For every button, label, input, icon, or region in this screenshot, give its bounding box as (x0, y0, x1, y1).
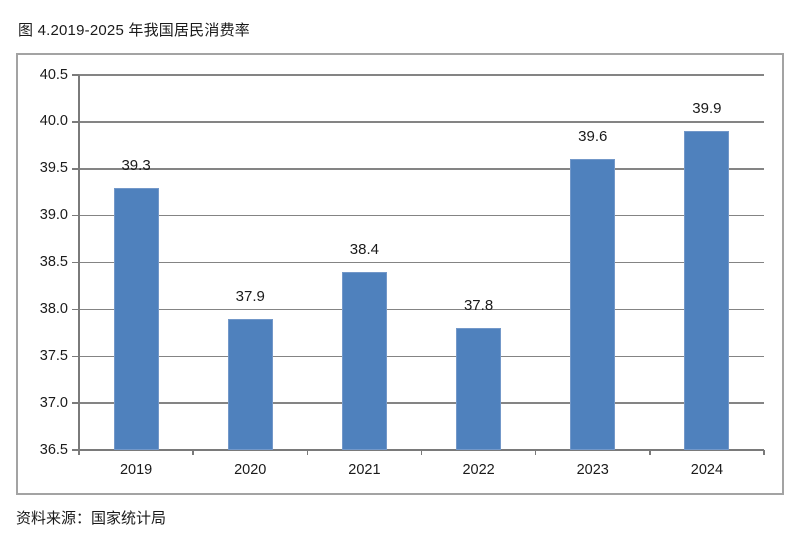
bar-2023 (570, 159, 616, 450)
y-axis-label: 40.5 (39, 66, 68, 83)
y-axis-label: 38.5 (39, 254, 68, 270)
y-axis-tick (72, 261, 79, 264)
bar-2024 (684, 131, 730, 450)
x-axis-tick (78, 450, 80, 455)
gridline (79, 308, 764, 311)
gridline (79, 74, 764, 76)
bar-2020 (227, 318, 273, 450)
y-axis-label: 39.0 (39, 207, 68, 224)
y-axis-label: 37.5 (39, 347, 68, 364)
gridline (79, 261, 764, 264)
y-axis-line (78, 75, 80, 450)
y-axis-label: 38.0 (39, 300, 68, 317)
bar-value-label: 39.9 (692, 100, 722, 118)
x-axis-label: 2019 (119, 462, 153, 478)
x-axis-label: 2023 (576, 462, 609, 478)
bar-2022 (456, 328, 502, 450)
y-axis-tick (72, 74, 79, 76)
bar-2019 (113, 187, 159, 450)
y-axis-label: 37.0 (39, 394, 68, 411)
y-axis-label: 36.5 (39, 441, 68, 458)
x-axis-tick (420, 450, 423, 455)
chart-title: 图 4.2019-2025 年我国居民消费率 (18, 22, 250, 39)
gridline (79, 121, 764, 123)
y-axis-tick (72, 168, 79, 170)
y-axis-label: 40.0 (39, 113, 68, 130)
bar-value-label: 37.8 (463, 297, 494, 315)
x-axis-tick (192, 450, 194, 455)
bar-2021 (341, 271, 387, 450)
chart-frame: 36.5 37.0 37.5 38.0 38.5 39.0 39.5 40.0 40.5 39.3… (16, 53, 784, 495)
x-axis-label: 2022 (462, 462, 495, 478)
y-axis-tick (72, 308, 79, 311)
gridline (79, 402, 764, 404)
source-note: 资料来源：国家统计局 (16, 510, 167, 527)
bar-value-label: 38.4 (349, 240, 379, 258)
y-axis-tick (72, 355, 79, 357)
bar-value-label: 37.9 (235, 287, 265, 305)
gridline (79, 168, 764, 170)
y-axis-tick (72, 121, 79, 123)
x-axis-label: 2021 (348, 462, 381, 478)
x-axis-tick (763, 450, 765, 455)
x-axis-label: 2020 (234, 462, 267, 478)
plot-area: 36.5 37.0 37.5 38.0 38.5 39.0 39.5 40.0 40.5 39.3… (18, 55, 782, 493)
y-axis-tick (72, 402, 79, 404)
y-axis-tick (72, 214, 79, 217)
x-axis-tick (649, 450, 651, 455)
y-axis-tick (72, 449, 79, 451)
x-axis-label: 2024 (690, 462, 724, 478)
y-axis-label: 39.5 (39, 160, 68, 177)
gridline (79, 214, 764, 217)
bar-value-label: 39.3 (121, 156, 151, 174)
x-axis-tick (534, 450, 537, 455)
bar-value-label: 39.6 (578, 128, 608, 146)
x-axis-tick (306, 450, 309, 455)
gridline (79, 355, 764, 357)
